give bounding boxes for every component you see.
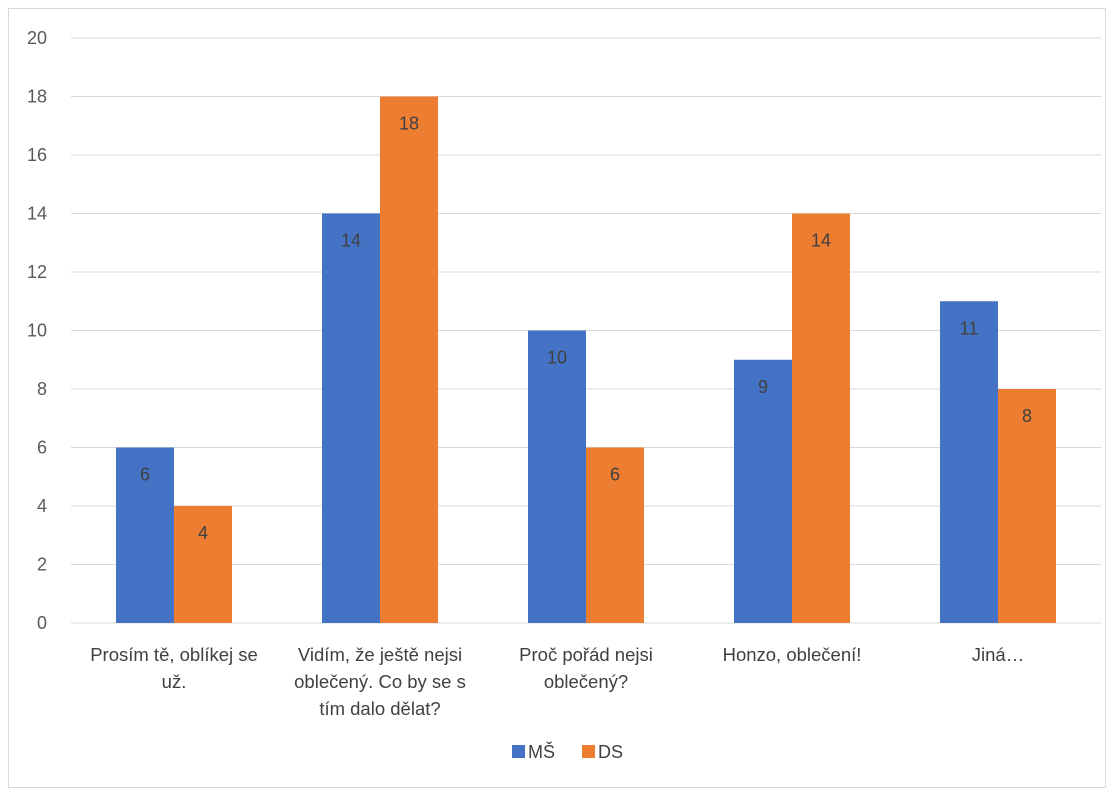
data-label: 4 xyxy=(198,523,208,543)
bar-ds xyxy=(792,213,850,623)
data-label: 9 xyxy=(758,377,768,397)
bar-ms xyxy=(734,359,792,623)
bar-ms xyxy=(940,301,998,623)
bars xyxy=(116,96,1056,623)
legend-swatch xyxy=(582,745,595,758)
y-tick-label: 6 xyxy=(37,438,47,458)
y-tick-label: 10 xyxy=(27,321,47,341)
y-tick-label: 4 xyxy=(37,496,47,516)
y-tick-label: 14 xyxy=(27,204,47,224)
chart-frame: 0 2 4 6 8 10 12 14 16 18 20 6 14 10 9 11 4 18 6 14 8 Prosím t… xyxy=(8,8,1106,788)
bar-chart: 0 2 4 6 8 10 12 14 16 18 20 6 14 10 9 11 4 18 6 14 8 Prosím t… xyxy=(27,28,1101,762)
data-label: 14 xyxy=(811,231,831,251)
x-axis-labels: Prosím tě, oblíkej se už. Vidím, že ještě … xyxy=(90,644,1024,719)
x-tick-label: Honzo, oblečení! xyxy=(723,644,862,665)
data-label: 11 xyxy=(960,318,979,338)
bar-ds xyxy=(174,506,232,623)
legend-label: MŠ xyxy=(528,741,555,762)
data-labels: 6 14 10 9 11 4 18 6 14 8 xyxy=(140,114,1032,544)
data-label: 10 xyxy=(547,348,567,368)
data-label: 14 xyxy=(341,231,361,251)
bar-ds xyxy=(380,96,438,623)
bar-ds xyxy=(586,447,644,623)
y-tick-label: 2 xyxy=(37,555,47,575)
y-tick-label: 12 xyxy=(27,262,47,282)
legend-label: DS xyxy=(598,742,623,762)
data-label: 8 xyxy=(1022,406,1032,426)
x-tick-label: Prosím tě, oblíkej se už. xyxy=(90,644,258,692)
x-tick-label: Proč pořád nejsi oblečený? xyxy=(519,644,653,692)
y-tick-label: 20 xyxy=(27,28,47,48)
data-label: 6 xyxy=(140,465,150,485)
x-tick-label: Vidím, že ještě nejsi oblečený. Co by se … xyxy=(294,644,466,719)
bar-ds xyxy=(998,389,1056,623)
y-tick-label: 16 xyxy=(27,145,47,165)
x-tick-label: Jiná… xyxy=(972,644,1024,665)
legend-swatch xyxy=(512,745,525,758)
data-label: 18 xyxy=(399,114,419,134)
y-axis-ticks: 0 2 4 6 8 10 12 14 16 18 20 xyxy=(27,28,47,633)
data-label: 6 xyxy=(610,465,620,485)
legend: MŠ DS xyxy=(512,741,623,762)
bar-ms xyxy=(322,213,380,623)
y-tick-label: 18 xyxy=(27,87,47,107)
bar-ms xyxy=(528,330,586,623)
y-tick-label: 0 xyxy=(37,613,47,633)
bar-ms xyxy=(116,447,174,623)
y-tick-label: 8 xyxy=(37,379,47,399)
